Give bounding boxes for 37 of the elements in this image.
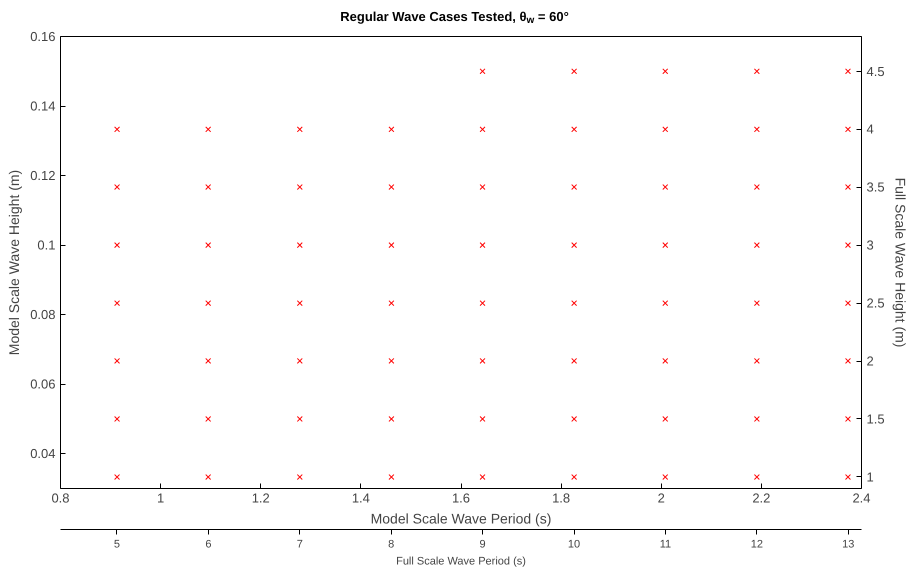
x-tick-label: 0.8 — [51, 490, 70, 506]
x2-tick-label: 11 — [660, 538, 672, 550]
y2-tick-label: 2 — [866, 354, 874, 369]
y-tick-label: 0.06 — [30, 376, 56, 392]
x2-tick-label: 10 — [568, 538, 580, 550]
y2-tick-label: 4 — [866, 122, 874, 137]
x2-tick-label: 9 — [480, 538, 486, 550]
x-tick-label: 1.2 — [252, 490, 270, 506]
y-axis-title: Model Scale Wave Height (m) — [6, 170, 22, 356]
y-tick-label: 0.16 — [30, 29, 56, 44]
x-tick-label: 1 — [157, 490, 164, 506]
y-tick-label: 0.1 — [37, 238, 56, 253]
x2-tick-label: 6 — [205, 538, 212, 550]
y2-tick-label: 4.5 — [866, 64, 885, 79]
y2-tick-label: 3.5 — [866, 180, 885, 195]
y-tick-label: 0.08 — [30, 307, 56, 322]
x2-tick-label: 8 — [388, 538, 394, 550]
y-tick-label: 0.14 — [30, 98, 56, 114]
y2-tick-label: 2.5 — [866, 296, 885, 311]
y2-tick-label: 1.5 — [866, 411, 885, 426]
y2-axis-title: Full Scale Wave Height (m) — [892, 178, 909, 348]
x-tick-label: 2.2 — [752, 490, 770, 506]
x2-tick-label: 13 — [842, 538, 854, 550]
x-tick-label: 2 — [658, 490, 665, 506]
x-tick-label: 1.8 — [552, 490, 570, 506]
x2-tick-label: 7 — [296, 538, 303, 550]
y2-tick-label: 1 — [866, 469, 874, 484]
x2-axis-title: Full Scale Wave Period (s) — [396, 556, 526, 568]
x-tick-label: 1.6 — [452, 490, 470, 506]
x2-tick-label: 12 — [750, 538, 763, 550]
y2-tick-label: 3 — [866, 238, 874, 253]
y-tick-label: 0.12 — [30, 168, 56, 184]
x-tick-label: 2.4 — [852, 490, 871, 506]
y-tick-label: 0.04 — [30, 446, 56, 462]
x-axis-title: Model Scale Wave Period (s) — [370, 510, 552, 526]
x2-tick-label: 5 — [114, 538, 120, 550]
x-tick-label: 1.4 — [352, 490, 370, 506]
